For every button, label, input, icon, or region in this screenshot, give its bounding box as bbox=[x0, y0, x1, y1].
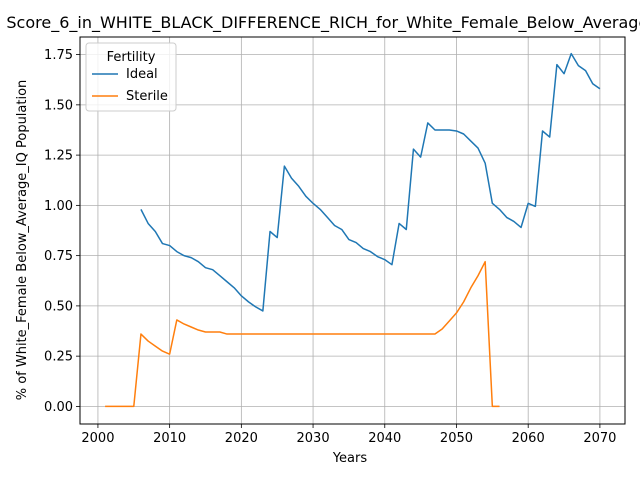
y-tick-label: 0.25 bbox=[44, 350, 73, 365]
x-tick-label: 2020 bbox=[225, 431, 258, 446]
y-tick-label: 1.75 bbox=[44, 48, 73, 63]
y-tick-label: 1.00 bbox=[44, 199, 73, 214]
x-axis-label: Years bbox=[332, 451, 368, 466]
y-axis: 0.00 0.25 0.50 0.75 1.00 1.25 1.50 1.75 bbox=[44, 48, 80, 415]
x-tick-label: 2000 bbox=[81, 431, 114, 446]
plot-frame bbox=[79, 36, 626, 425]
y-tick-label: 1.50 bbox=[44, 98, 73, 113]
y-tick-label: 0.50 bbox=[44, 299, 73, 314]
y-tick-label: 1.25 bbox=[44, 149, 73, 164]
x-axis: 2000 2010 2020 2030 2040 2050 2060 2070 bbox=[81, 424, 616, 446]
x-tick-label: 2040 bbox=[368, 431, 401, 446]
x-tick-label: 2010 bbox=[153, 431, 186, 446]
legend-title: Fertility bbox=[107, 50, 156, 65]
legend-entry: Ideal bbox=[126, 67, 158, 82]
x-tick-label: 2030 bbox=[297, 431, 330, 446]
legend-entry: Sterile bbox=[126, 89, 168, 104]
series-line-sterile bbox=[105, 260, 500, 408]
chart-title: Score_6_in_WHITE_BLACK_DIFFERENCE_RICH_f… bbox=[6, 13, 640, 33]
x-tick-label: 2060 bbox=[512, 431, 545, 446]
legend-box bbox=[85, 42, 177, 112]
y-axis-label: % of White_Female Below_Average_IQ Popul… bbox=[15, 80, 30, 401]
y-tick-label: 0.00 bbox=[44, 400, 73, 415]
legend: Fertility Ideal Sterile bbox=[85, 42, 177, 112]
x-tick-label: 2050 bbox=[440, 431, 473, 446]
y-tick-label: 0.75 bbox=[44, 249, 73, 264]
series-layer bbox=[105, 52, 601, 408]
x-tick-label: 2070 bbox=[583, 431, 616, 446]
series-line-ideal bbox=[140, 52, 601, 312]
